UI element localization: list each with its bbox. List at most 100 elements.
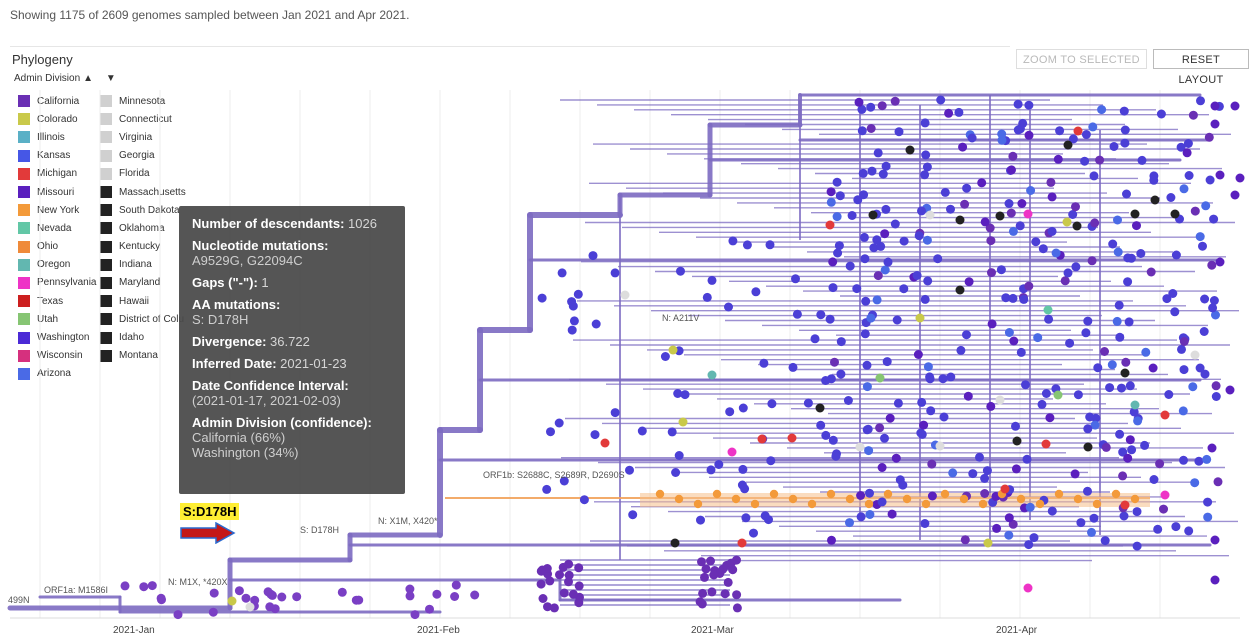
tip-dot	[921, 499, 931, 509]
tip-dot	[470, 590, 480, 600]
tip-dot	[1087, 256, 1097, 266]
legend-item[interactable]: Utah	[18, 310, 96, 328]
tip-dot	[741, 513, 751, 523]
legend-item[interactable]: Oregon	[18, 256, 96, 274]
legend-item[interactable]: California	[18, 92, 96, 110]
legend-item[interactable]: Hawaii	[100, 292, 186, 310]
reset-layout-button[interactable]: RESET LAYOUT	[1153, 49, 1249, 86]
tip-dot	[861, 296, 871, 306]
legend-item[interactable]: Ohio	[18, 238, 96, 256]
tip-dot	[1009, 336, 1019, 346]
tip-dot	[828, 435, 838, 445]
legend-item[interactable]: Georgia	[100, 147, 186, 165]
tip-dot	[1109, 142, 1119, 151]
legend-item[interactable]: District of Colu	[100, 310, 186, 328]
tooltip-date-value: 2021-01-23	[280, 356, 347, 371]
tip-dot	[1065, 338, 1075, 348]
tip-dot	[670, 538, 680, 548]
tip-dot	[872, 295, 882, 305]
legend-item[interactable]: Nevada	[18, 219, 96, 237]
legend-label: Nevada	[37, 222, 72, 234]
legend-label: Massachusetts	[119, 186, 186, 198]
legend-item[interactable]: Indiana	[100, 256, 186, 274]
legend-item[interactable]: Kentucky	[100, 238, 186, 256]
tip-dot	[1160, 410, 1170, 420]
legend-item[interactable]: Oklahoma	[100, 219, 186, 237]
tip-dot	[1035, 499, 1045, 509]
legend-item[interactable]: Massachusetts	[100, 183, 186, 201]
chevron-up-icon[interactable]: ▲	[83, 73, 94, 84]
legend-item[interactable]: Maryland	[100, 274, 186, 292]
tip-dot	[1205, 175, 1215, 185]
tip-dot	[559, 476, 569, 486]
tip-dot	[826, 489, 836, 499]
tip-dot	[1093, 363, 1103, 373]
legend-swatch	[18, 313, 30, 326]
legend-swatch	[100, 95, 112, 108]
tip-dot	[698, 588, 708, 598]
tip-dot	[701, 564, 711, 574]
tip-dot	[732, 603, 742, 613]
tip-dot	[568, 589, 578, 599]
legend-item[interactable]: Wisconsin	[18, 347, 96, 365]
tip-dot	[265, 602, 275, 612]
tip-dot	[1199, 327, 1209, 336]
legend-swatch	[18, 276, 30, 289]
tip-dot	[866, 124, 876, 133]
legend-item[interactable]: Illinois	[18, 128, 96, 146]
chevron-down-icon[interactable]: ▼	[105, 73, 116, 84]
tip-dot	[960, 535, 970, 545]
tip-dot	[912, 271, 922, 280]
tip-dot	[917, 206, 926, 216]
tip-dot	[831, 451, 841, 461]
tip-dot	[208, 607, 218, 617]
legend-item[interactable]: Michigan	[18, 165, 96, 183]
tip-dot	[245, 602, 255, 612]
tip-dot	[432, 589, 442, 599]
tip-dot	[1149, 475, 1159, 484]
tip-dot	[1210, 119, 1220, 129]
tip-dot	[1123, 253, 1133, 263]
legend-item[interactable]: Pennsylvania	[18, 274, 96, 292]
tip-dot	[1088, 122, 1098, 132]
legend-label: South Dakota	[119, 204, 180, 216]
tip-dot	[857, 105, 867, 114]
legend-item[interactable]: Colorado	[18, 110, 96, 128]
tip-dot	[1156, 109, 1166, 119]
legend-item[interactable]: South Dakota	[100, 201, 186, 219]
legend-column-2: Minnesota Connecticut Virginia Georgia Flori…	[100, 92, 186, 365]
legend-item[interactable]: Arizona	[18, 365, 96, 383]
tip-dot	[803, 398, 813, 408]
legend-item[interactable]: Texas	[18, 292, 96, 310]
legend-item[interactable]: Montana	[100, 347, 186, 365]
legend-item[interactable]: Idaho	[100, 328, 186, 346]
legend-header[interactable]: Admin Division ▲ ▼	[14, 73, 116, 84]
legend-swatch	[100, 222, 112, 235]
tip-dot	[980, 473, 990, 483]
tip-dot	[410, 610, 420, 620]
tip-dot	[856, 491, 866, 500]
tip-dot	[1120, 368, 1130, 378]
legend-label: Maryland	[119, 277, 161, 289]
legend-label: Arizona	[37, 368, 71, 380]
legend-item[interactable]: Minnesota	[100, 92, 186, 110]
tip-dot	[866, 313, 876, 323]
legend-item[interactable]: Florida	[100, 165, 186, 183]
legend-item[interactable]: Virginia	[100, 128, 186, 146]
legend-swatch	[18, 186, 30, 199]
zoom-to-selected-button[interactable]: ZOOM TO SELECTED	[1016, 49, 1147, 69]
tip-dot	[1033, 333, 1043, 343]
legend-item[interactable]: Connecticut	[100, 110, 186, 128]
tip-dot	[1025, 502, 1035, 512]
legend-item[interactable]: Washington	[18, 328, 96, 346]
tip-dot	[1184, 171, 1194, 180]
tip-dot	[864, 499, 874, 509]
legend-item[interactable]: Missouri	[18, 183, 96, 201]
tip-dot	[1092, 499, 1102, 509]
tip-dot	[864, 446, 874, 456]
tip-dot	[620, 290, 630, 300]
tip-dot	[1083, 442, 1093, 452]
legend-item[interactable]: Kansas	[18, 147, 96, 165]
legend-item[interactable]: New York	[18, 201, 96, 219]
